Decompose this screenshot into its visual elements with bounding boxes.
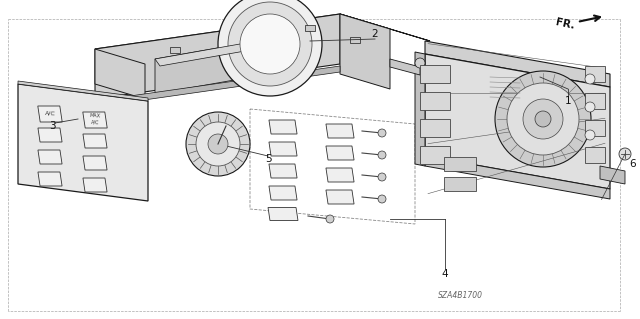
Polygon shape: [269, 186, 297, 200]
Circle shape: [186, 112, 250, 176]
Polygon shape: [326, 190, 354, 204]
Circle shape: [495, 71, 591, 167]
Text: FR.: FR.: [555, 17, 576, 31]
Polygon shape: [420, 92, 450, 110]
Circle shape: [535, 111, 551, 127]
Polygon shape: [305, 25, 315, 31]
Polygon shape: [268, 207, 298, 220]
Polygon shape: [269, 120, 297, 134]
Circle shape: [208, 134, 228, 154]
Circle shape: [378, 151, 386, 159]
Circle shape: [378, 173, 386, 181]
Circle shape: [507, 83, 579, 155]
Polygon shape: [585, 147, 605, 163]
Text: 2: 2: [372, 29, 378, 39]
Polygon shape: [38, 128, 62, 142]
Polygon shape: [95, 14, 340, 99]
Circle shape: [523, 99, 563, 139]
Polygon shape: [83, 112, 108, 128]
Polygon shape: [38, 172, 62, 186]
Polygon shape: [326, 168, 354, 182]
Polygon shape: [415, 52, 425, 166]
Circle shape: [415, 58, 425, 68]
Circle shape: [228, 2, 312, 86]
Polygon shape: [390, 59, 420, 75]
Polygon shape: [38, 150, 62, 164]
Polygon shape: [38, 106, 62, 122]
Circle shape: [619, 148, 631, 160]
Text: 6: 6: [630, 159, 636, 169]
Polygon shape: [444, 177, 476, 191]
Circle shape: [378, 195, 386, 203]
Polygon shape: [585, 66, 605, 82]
Text: 3: 3: [49, 121, 55, 131]
Text: 4: 4: [442, 269, 448, 279]
Polygon shape: [95, 14, 390, 64]
Polygon shape: [350, 37, 360, 43]
Polygon shape: [83, 134, 107, 148]
Polygon shape: [155, 44, 245, 66]
Text: A/C: A/C: [45, 110, 56, 116]
Text: 1: 1: [564, 96, 572, 106]
Circle shape: [585, 130, 595, 140]
Polygon shape: [600, 166, 625, 184]
Polygon shape: [155, 44, 240, 94]
Polygon shape: [340, 14, 390, 89]
Circle shape: [585, 74, 595, 84]
Circle shape: [196, 122, 240, 166]
Polygon shape: [326, 124, 354, 138]
Polygon shape: [95, 49, 145, 99]
Polygon shape: [340, 14, 430, 41]
Polygon shape: [95, 66, 340, 107]
Circle shape: [378, 129, 386, 137]
Polygon shape: [420, 119, 450, 137]
Polygon shape: [585, 120, 605, 136]
Polygon shape: [425, 54, 610, 189]
Polygon shape: [95, 99, 145, 144]
Text: MAX
A/C: MAX A/C: [89, 113, 100, 125]
Polygon shape: [444, 157, 476, 171]
Text: SZA4B1700: SZA4B1700: [438, 292, 483, 300]
Polygon shape: [585, 93, 605, 109]
Circle shape: [240, 14, 300, 74]
Polygon shape: [269, 164, 297, 178]
Polygon shape: [269, 142, 297, 156]
Text: 5: 5: [265, 154, 271, 164]
Polygon shape: [170, 47, 180, 53]
Circle shape: [585, 102, 595, 112]
Polygon shape: [425, 41, 610, 87]
Polygon shape: [425, 156, 610, 199]
Polygon shape: [420, 65, 450, 83]
Circle shape: [218, 0, 322, 96]
Polygon shape: [83, 178, 107, 192]
Polygon shape: [83, 156, 107, 170]
Polygon shape: [326, 146, 354, 160]
Circle shape: [326, 215, 334, 223]
Polygon shape: [18, 84, 148, 201]
Polygon shape: [18, 81, 148, 101]
Polygon shape: [420, 146, 450, 164]
